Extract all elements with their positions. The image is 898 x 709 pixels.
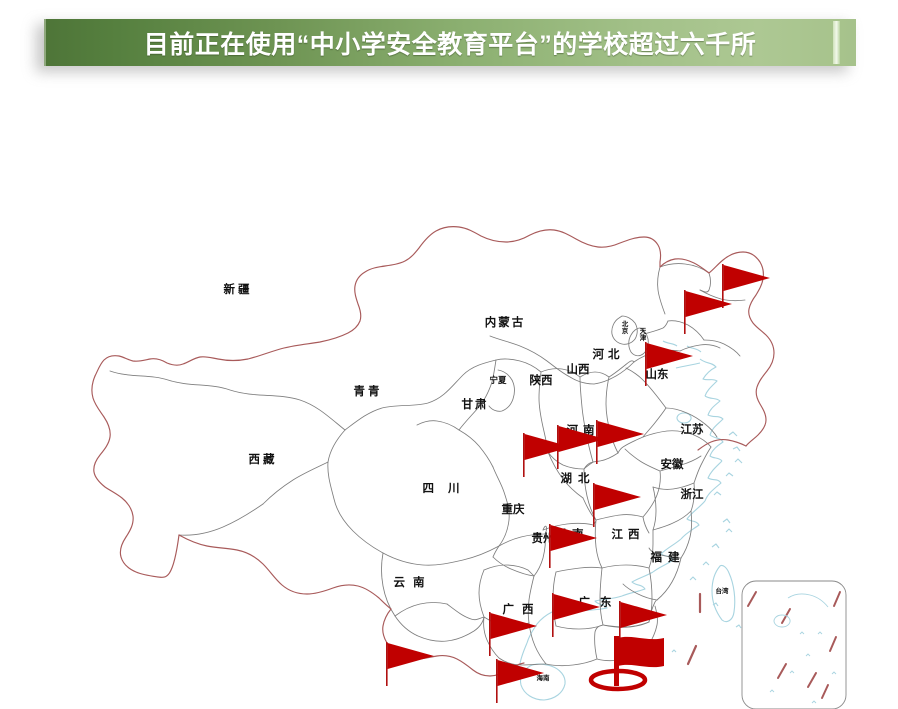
province-label-jiangsu: 江苏 bbox=[681, 422, 704, 436]
south-china-sea-inset bbox=[741, 580, 847, 709]
province-label-qinghai: 青青 bbox=[354, 384, 383, 398]
province-label-tianjin: 天津 bbox=[640, 327, 647, 342]
banner-right-highlight bbox=[833, 21, 840, 64]
province-label-shaanxi: 陕西 bbox=[530, 373, 553, 387]
province-label-guangxi: 广西 bbox=[503, 602, 542, 616]
province-label-fujian: 福建 bbox=[650, 550, 686, 564]
province-label-guizhou: 贵州 bbox=[532, 531, 555, 545]
province-label-chongqing: 重庆 bbox=[502, 502, 525, 516]
province-label-neimenggu: 内蒙古 bbox=[485, 315, 526, 329]
province-label-jiangxi: 江西 bbox=[612, 527, 645, 541]
province-label-gansu: 甘肃 bbox=[462, 397, 489, 411]
flag-guizhou bbox=[489, 612, 537, 656]
province-label-hubei: 湖北 bbox=[561, 471, 596, 485]
province-borders bbox=[109, 263, 746, 667]
province-label-ningxia: 宁夏 bbox=[489, 375, 507, 386]
province-label-yunnan: 云南 bbox=[394, 575, 433, 589]
coastline-water bbox=[519, 340, 743, 701]
national-border bbox=[91, 226, 775, 677]
province-label-zhejiang: 浙江 bbox=[681, 487, 704, 501]
province-label-xinjiang: 新疆 bbox=[224, 282, 253, 296]
province-label-sichuan: 四川 bbox=[423, 481, 474, 495]
province-label-hebei: 河北 bbox=[593, 347, 624, 361]
page-title: 目前正在使用“中小学安全教育平台”的学校超过六千所 bbox=[143, 30, 757, 59]
province-label-taiwan: 台湾 bbox=[716, 586, 730, 595]
flag-yunnan bbox=[386, 642, 434, 686]
province-label-anhui: 安徽 bbox=[661, 457, 684, 471]
flag-guangdong bbox=[614, 636, 664, 686]
province-label-beijing: 北京 bbox=[622, 319, 629, 335]
province-label-xizang: 西藏 bbox=[249, 452, 278, 466]
title-banner bbox=[44, 19, 856, 66]
province-label-shandong: 山东 bbox=[646, 367, 669, 381]
flag-hebei bbox=[596, 420, 644, 464]
banner-left-edge bbox=[44, 19, 46, 66]
province-label-shanxi: 山西 bbox=[567, 362, 590, 376]
flag-henan bbox=[593, 483, 641, 527]
china-map: 新疆 青青 西藏 甘肃 内蒙古 宁夏 陕西 山西 河北 北京 天津 山东 河南 江苏 安徽 四川 重庆 湖北 浙江贵… bbox=[0, 78, 898, 709]
province-label-hainan: 海南 bbox=[537, 673, 551, 682]
